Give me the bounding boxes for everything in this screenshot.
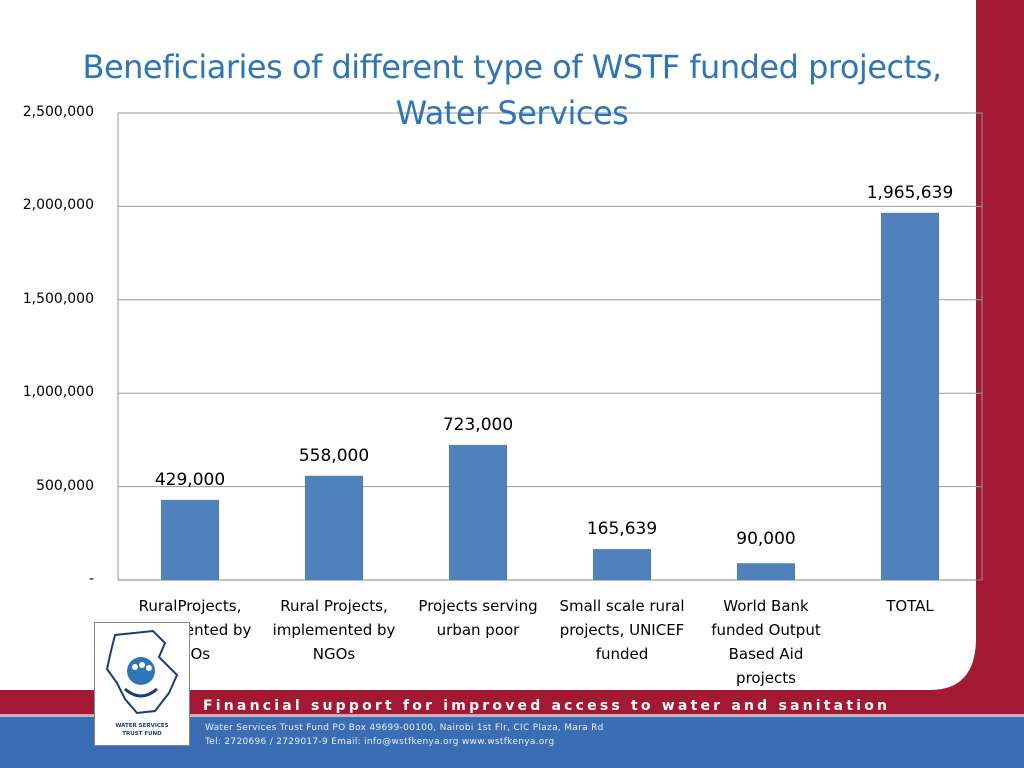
x-tick-label: World Bank funded Output Based Aid projects	[701, 594, 831, 690]
chart-title-line-1: Beneficiaries of different type of WSTF …	[82, 48, 942, 86]
data-label: 1,965,639	[866, 182, 954, 203]
y-tick-label: 1,000,000	[22, 384, 94, 401]
x-tick-label-line: Rural Projects,	[280, 597, 388, 615]
footer-address: Water Services Trust Fund PO Box 49699-0…	[205, 723, 604, 733]
y-tick-label: -	[88, 571, 94, 587]
x-tick-label-line: NGOs	[312, 645, 356, 663]
y-tick-label: 500,000	[36, 477, 94, 494]
bars	[161, 212, 939, 580]
data-label: 90,000	[736, 529, 796, 550]
x-tick-label-line: Small scale rural	[559, 597, 685, 615]
bar	[449, 444, 507, 580]
data-label: 723,000	[442, 414, 514, 435]
wstf-logo: WATER SERVICES TRUST FUND	[94, 622, 190, 746]
data-label: 429,000	[154, 469, 226, 490]
y-tick-label: 1,500,000	[22, 290, 94, 307]
kenya-map-logo-icon	[105, 629, 179, 715]
footer-tagline: Financial support for improved access to…	[203, 698, 891, 714]
gridlines	[118, 112, 982, 581]
x-tick-label-line: TOTAL	[886, 597, 934, 615]
x-tick-label-line: World Bank	[723, 597, 809, 615]
y-tick-label: 2,500,000	[22, 104, 94, 120]
bar	[881, 212, 939, 580]
bar	[593, 549, 651, 580]
y-tick-label: 2,000,000	[22, 197, 94, 214]
x-tick-label-line: funded Output	[711, 621, 821, 639]
x-tick-label-line: implemented by	[272, 621, 396, 639]
x-tick-label-line: projects, UNICEF	[559, 621, 685, 639]
x-tick-label-line: Projects serving	[418, 597, 538, 615]
data-label: 165,639	[586, 519, 658, 540]
x-tick-label-line: urban poor	[436, 621, 520, 639]
x-tick-label: Rural Projects, implemented by NGOs	[269, 594, 399, 666]
bar	[305, 475, 363, 580]
footer-contact: Tel: 2720696 / 2729017-9 Email: info@wst…	[205, 737, 555, 747]
x-tick-label-line: funded	[595, 645, 649, 663]
chart-title-line-2: Water Services	[395, 94, 629, 132]
x-tick-label: TOTAL	[845, 594, 975, 618]
bar	[737, 563, 795, 580]
x-tick-label-line: projects	[736, 669, 796, 687]
logo-text-line-1: WATER SERVICES	[115, 723, 169, 729]
chart-title: Beneficiaries of different type of WSTF …	[60, 44, 964, 136]
x-tick-label: Small scale rural projects, UNICEF funded	[557, 594, 687, 666]
x-tick-label: Projects serving urban poor	[413, 594, 543, 642]
x-tick-label-line: Based Aid	[728, 645, 804, 663]
x-tick-label-line: RuralProjects,	[138, 597, 242, 615]
data-label: 558,000	[298, 445, 370, 466]
bar	[161, 499, 219, 580]
footer-divider	[0, 714, 1024, 717]
logo-text-line-2: TRUST FUND	[122, 731, 162, 737]
